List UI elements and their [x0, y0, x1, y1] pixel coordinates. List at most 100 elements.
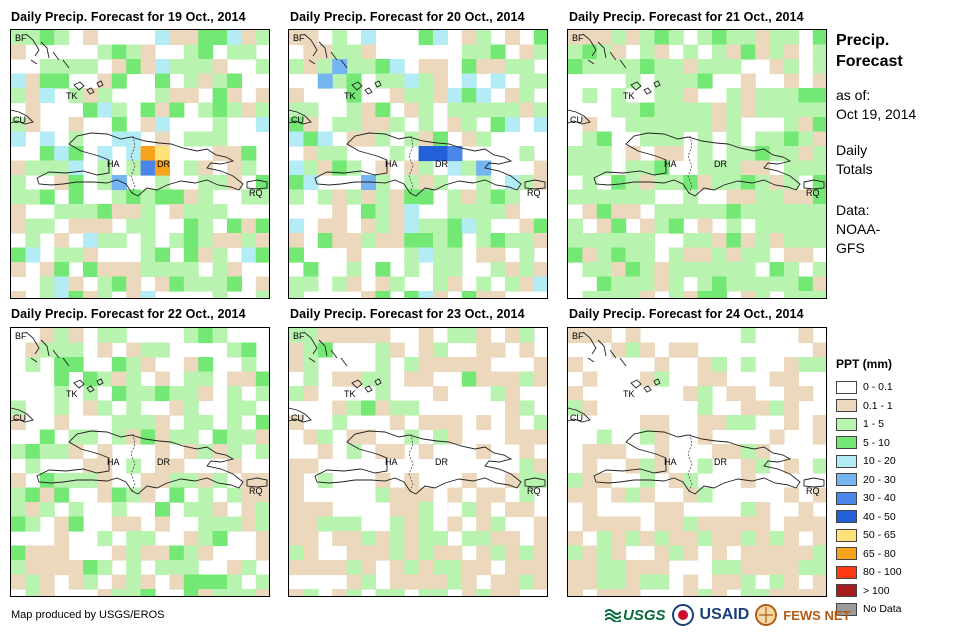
precip-cell [303, 276, 319, 292]
precip-cell [505, 88, 520, 104]
precip-cell [39, 328, 55, 344]
precip-cell [83, 473, 98, 489]
precip-cell [375, 400, 391, 416]
precip-cell [418, 146, 434, 162]
precip-cell [126, 291, 142, 298]
precip-cell [740, 146, 756, 162]
precip-cell [582, 160, 598, 176]
precip-cell [25, 247, 41, 263]
precip-cell [25, 444, 41, 460]
precip-cell [568, 560, 583, 576]
precip-cell [697, 175, 713, 191]
precip-cell [255, 59, 269, 75]
precip-cell [447, 276, 463, 292]
precip-cell [505, 204, 520, 220]
precip-cell [111, 262, 127, 278]
precip-cell [389, 531, 405, 547]
precip-cell [227, 342, 242, 358]
precip-cell [490, 247, 506, 263]
precip-cell [255, 386, 269, 402]
precip-cell [11, 291, 26, 298]
precip-cell [625, 146, 641, 162]
precip-cell [303, 44, 319, 60]
precip-cell [126, 204, 142, 220]
precip-cell [519, 458, 535, 474]
precip-cell [241, 473, 257, 489]
precip-cell [447, 560, 463, 576]
precip-cell [812, 429, 826, 445]
precip-cell [596, 204, 612, 220]
precip-cell [476, 342, 492, 358]
precip-cell [798, 328, 814, 344]
precip-cell [404, 516, 420, 532]
precip-cell [198, 516, 214, 532]
precip-cell [361, 574, 376, 590]
precip-cell [668, 276, 684, 292]
precip-cell [418, 328, 434, 344]
precip-cell [625, 189, 641, 205]
precip-cell [568, 386, 583, 402]
precip-cell [812, 59, 826, 75]
precip-cell [54, 560, 70, 576]
precip-cell [433, 415, 448, 431]
precip-cell [83, 560, 98, 576]
precip-cell [476, 131, 492, 147]
precip-cell [712, 204, 727, 220]
precip-cell [798, 160, 814, 176]
precip-cell [611, 560, 627, 576]
precip-cell [11, 117, 26, 133]
precip-cell [640, 247, 655, 263]
puerto-rico-outline [803, 477, 825, 488]
precip-cell [505, 531, 520, 547]
precip-cell [389, 400, 405, 416]
precip-cell [126, 516, 142, 532]
precip-cell [289, 328, 304, 344]
precip-cell [476, 175, 492, 191]
precip-cell [418, 117, 434, 133]
precip-cell [447, 204, 463, 220]
precip-cell [404, 487, 420, 503]
hispaniola-outline [314, 132, 522, 197]
precip-cell [461, 73, 477, 89]
precip-cell [83, 400, 98, 416]
precip-cell [798, 545, 814, 561]
precip-cell [111, 102, 127, 118]
precip-cell [740, 560, 756, 576]
precip-cell [668, 516, 684, 532]
precip-cell [111, 371, 127, 387]
precip-cell [740, 574, 756, 590]
precip-cell [83, 218, 98, 234]
precip-cell [346, 160, 362, 176]
precip-cell [140, 357, 156, 373]
precip-cell [582, 487, 598, 503]
precip-cell [39, 589, 55, 596]
precip-cell [54, 415, 70, 431]
precip-cell [726, 59, 742, 75]
precip-cell [404, 88, 420, 104]
precip-cell [505, 473, 520, 489]
precip-cell [140, 415, 156, 431]
precip-cell [346, 516, 362, 532]
precip-cell [433, 73, 448, 89]
precip-cell [784, 458, 799, 474]
precip-cell [640, 175, 655, 191]
precip-cell [683, 386, 699, 402]
precip-cell [212, 131, 228, 147]
precip-cell [461, 218, 477, 234]
precip-cell [533, 44, 547, 60]
puerto-rico-outline [246, 477, 268, 488]
precip-cell [683, 342, 699, 358]
precip-cell [404, 357, 420, 373]
precip-cell [568, 30, 583, 46]
map-label-ha: HA [664, 159, 677, 169]
precip-cell [303, 371, 319, 387]
precip-cell [404, 560, 420, 576]
precip-cell [155, 30, 170, 46]
precip-cell [289, 117, 304, 133]
precip-cell [255, 574, 269, 590]
precip-cell [461, 371, 477, 387]
precip-cell [668, 218, 684, 234]
precip-cell [582, 400, 598, 416]
precip-cell [11, 502, 26, 518]
precip-cell [111, 357, 127, 373]
